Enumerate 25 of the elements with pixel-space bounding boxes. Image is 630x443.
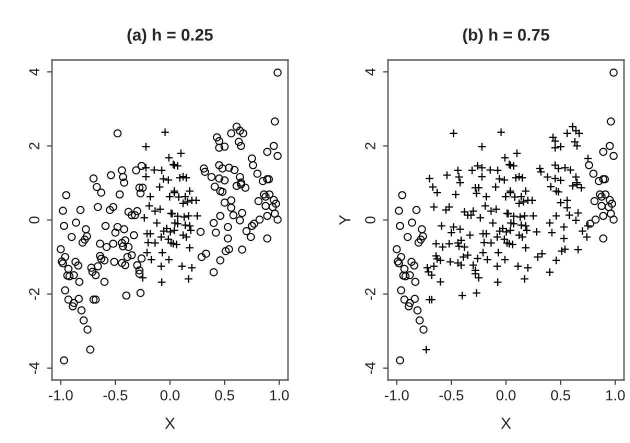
y-tick-label: -4 bbox=[29, 362, 40, 374]
x-tick-label: -0.5 bbox=[439, 390, 464, 400]
y-tick-label: 0 bbox=[365, 216, 376, 224]
y-tick-label: 4 bbox=[29, 68, 40, 76]
chart-title: (a) h = 0.25 bbox=[128, 28, 213, 44]
x-tick-label: 0.0 bbox=[496, 390, 516, 400]
x-tick-label: -1.0 bbox=[48, 390, 73, 400]
x-tick-label: 1.0 bbox=[270, 390, 289, 400]
x-tick-label: 0.5 bbox=[215, 390, 234, 400]
x-tick-label: -1.0 bbox=[384, 390, 409, 400]
x-tick-label: 0.0 bbox=[160, 390, 180, 400]
chart-title: (b) h = 0.75 bbox=[463, 28, 550, 44]
x-axis-title: X bbox=[165, 418, 175, 429]
x-tick-label: 1.0 bbox=[606, 390, 625, 400]
y-tick-label: 2 bbox=[365, 142, 376, 150]
x-tick-label: -0.5 bbox=[103, 390, 128, 400]
y-tick-label: -2 bbox=[29, 288, 40, 300]
y-axis-title: Y bbox=[339, 215, 350, 225]
y-tick-label: -4 bbox=[365, 362, 376, 374]
x-tick-label: 0.5 bbox=[551, 390, 570, 400]
y-tick-label: 4 bbox=[365, 68, 376, 76]
y-tick-label: 0 bbox=[29, 216, 40, 224]
y-tick-label: -2 bbox=[365, 288, 376, 300]
x-axis-title: X bbox=[501, 418, 511, 429]
y-tick-label: 2 bbox=[29, 142, 40, 150]
